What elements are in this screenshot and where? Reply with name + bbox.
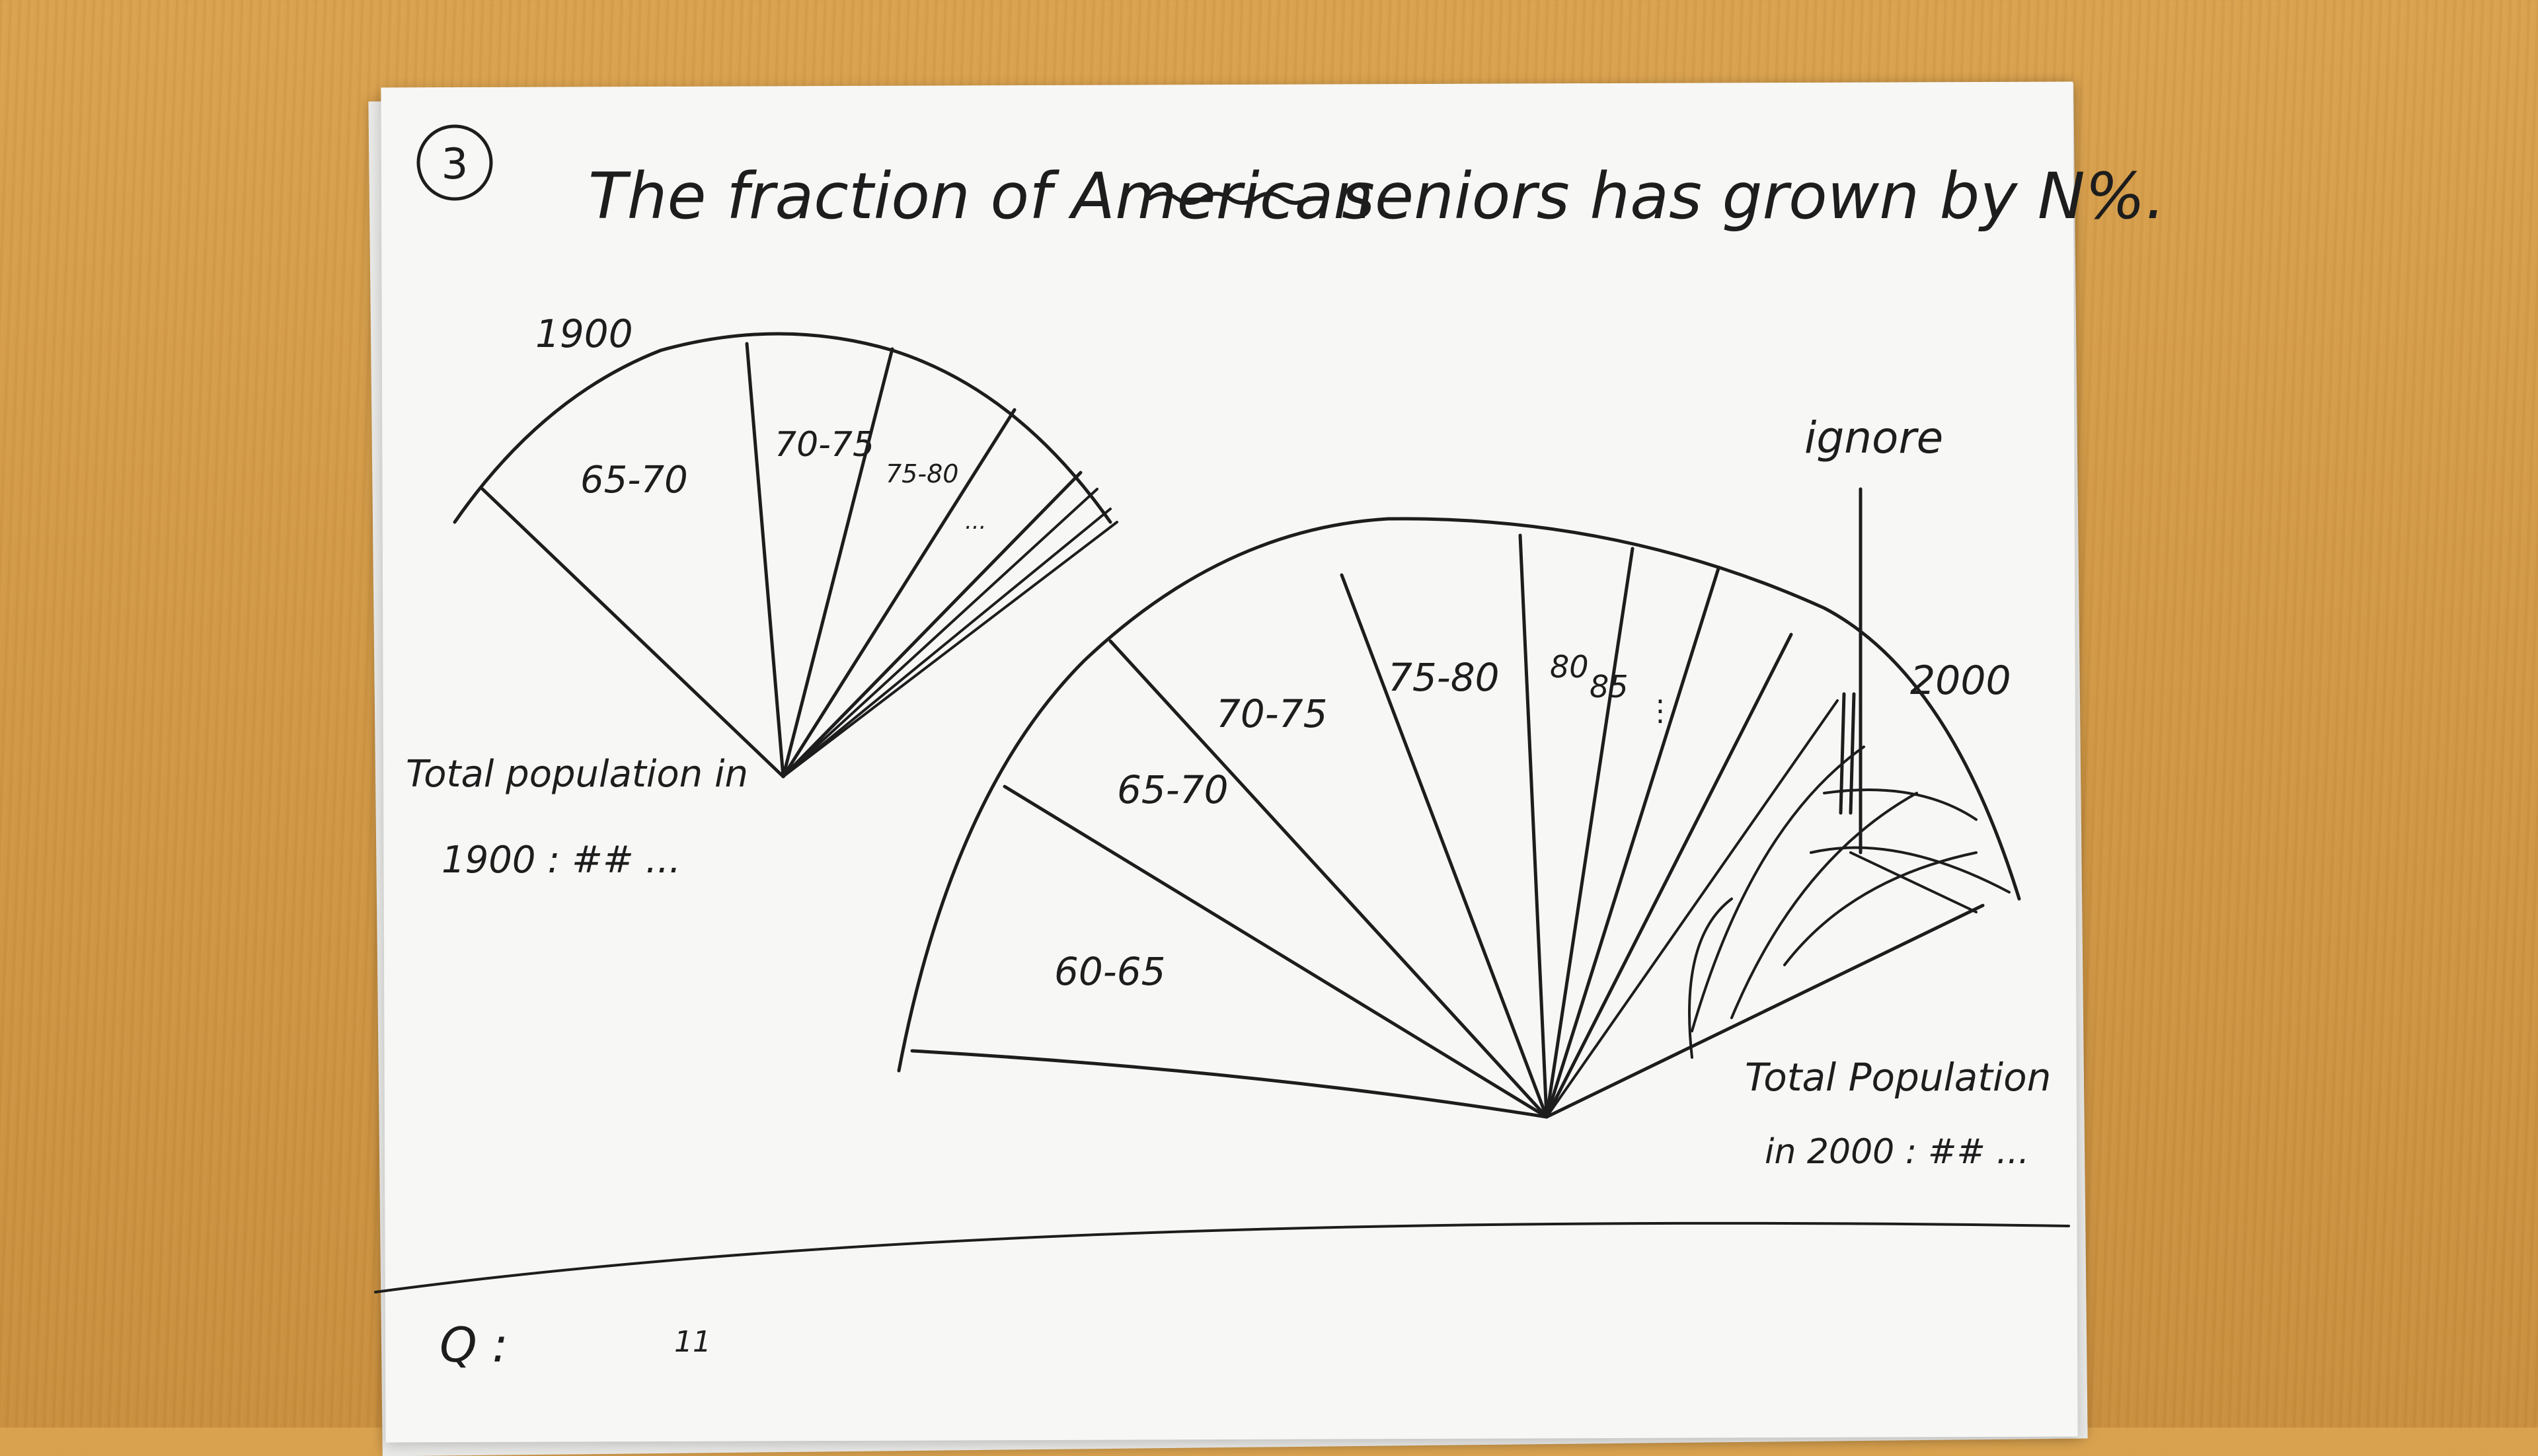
strikethrough-scribble: [1148, 192, 1311, 205]
fan-2000-radial: [1340, 573, 1549, 1119]
fan-2000-segment-label: ⋮: [1646, 694, 1675, 728]
fan-2000-segment-label: 85: [1590, 669, 1629, 705]
fan-1900-radial: [781, 471, 1083, 779]
fan-2000-arc: [897, 517, 2021, 1073]
total-2000-line1: Total Population: [1745, 1055, 2051, 1100]
fan-1900-radial: [782, 488, 1098, 778]
fan-1900-radial: [745, 342, 785, 779]
fan-1900-radial: [781, 408, 1017, 779]
fan-2000-scribbles: [1688, 746, 2011, 1059]
year-1900-label: 1900: [535, 311, 633, 356]
fan-1900-radial: [781, 347, 894, 779]
fan-1900-radial: [481, 487, 785, 779]
fan-2000-radial: [1545, 699, 1839, 1118]
question-label: Q :: [440, 1317, 508, 1373]
section-divider: [374, 1221, 2070, 1293]
fan-2000-radial: [1108, 639, 1549, 1119]
fan-1900-segment-label: ...: [965, 508, 986, 535]
fan-1900-radial: [782, 521, 1118, 778]
fan-2000-radial: [1545, 566, 1720, 1119]
fan-2000-segment-label: 70-75: [1216, 691, 1328, 736]
fan-2000-segment-label: 80: [1550, 649, 1589, 685]
total-1900-line2: 1900 : ## ...: [442, 839, 681, 882]
fan-1900-radial: [782, 508, 1112, 778]
problem-number-circle: [416, 124, 493, 201]
title-text: The fraction of American: [588, 159, 1373, 233]
fan-2000-left-edge: [910, 1049, 1549, 1119]
title-text-rest: seniors has grown by N%.: [1342, 159, 2165, 233]
fan-2000-right-edge: [1545, 903, 1985, 1119]
total-2000-line2: in 2000 : ## ...: [1765, 1132, 2029, 1172]
fan-2000-radial: [1545, 547, 1634, 1119]
fan-2000-hash-marks: [1839, 692, 1856, 815]
total-1900-line1: Total population in: [406, 753, 748, 796]
fan-1900-segment-label: 75-80: [886, 459, 958, 488]
question-mark: 11: [674, 1325, 711, 1359]
fan-2000-segment-label: 65-70: [1117, 767, 1229, 812]
ignore-label: ignore: [1804, 412, 1943, 463]
fan-2000-radial: [1518, 533, 1549, 1119]
fan-2000-segment-label: 60-65: [1054, 949, 1166, 994]
fan-2000-radial: [1003, 785, 1549, 1119]
fan-2000-radial: [1545, 632, 1793, 1119]
fan-2000-segment-label: 75-80: [1388, 655, 1500, 700]
fan-1900-arc: [453, 332, 1112, 524]
year-2000-label: 2000: [1910, 658, 2011, 704]
fan-1900: 1900 65-70 70-75 75-80 ...: [453, 311, 1118, 779]
fan-1900-segment-label: 65-70: [580, 459, 688, 502]
problem-number: 3: [442, 140, 469, 189]
fan-2000: 2000 60-65 65-70 70-75 75-80 80 85 ⋮: [897, 517, 2021, 1119]
fan-1900-segment-label: 70-75: [775, 425, 874, 465]
